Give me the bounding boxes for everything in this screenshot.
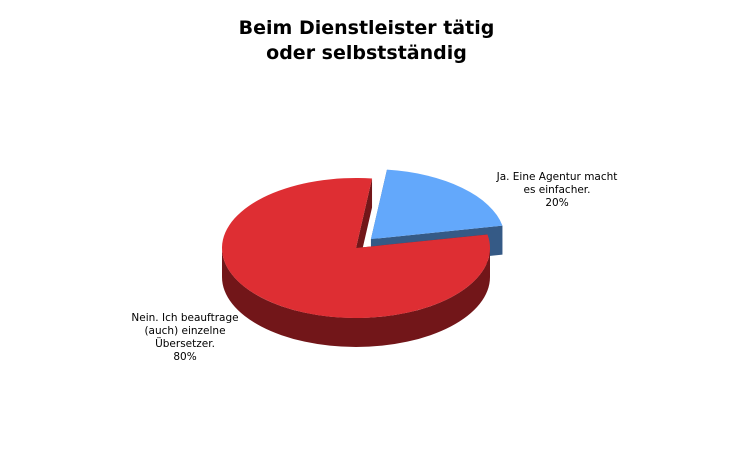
chart-title-line-1: Beim Dienstleister tätig [238,17,495,39]
slice-label-nein-line-2: (auch) einzelne [144,325,226,337]
slice-label-nein-percent: 80% [173,351,197,363]
chart-title-line-2: oder selbstständig [266,42,467,64]
slice-label-nein-line-1: Nein. Ich beauftrage [131,312,239,324]
slice-nein-top [222,177,491,318]
slice-label-ja-percent: 20% [545,197,569,209]
slice-label-ja-line-2: es einfacher. [523,184,591,196]
slice-label-ja: Ja. Eine Agentur macht es einfacher. 20% [472,171,642,210]
chart-title: Beim Dienstleister tätig oder selbststän… [0,16,733,66]
slice-label-ja-line-1: Ja. Eine Agentur macht [496,171,618,183]
slice-label-nein-line-3: Übersetzer. [155,338,215,350]
slice-nein-outer-wall-0 [222,248,490,347]
slice-ja-top [370,169,503,240]
slice-label-nein: Nein. Ich beauftrage (auch) einzelne Übe… [100,312,270,364]
